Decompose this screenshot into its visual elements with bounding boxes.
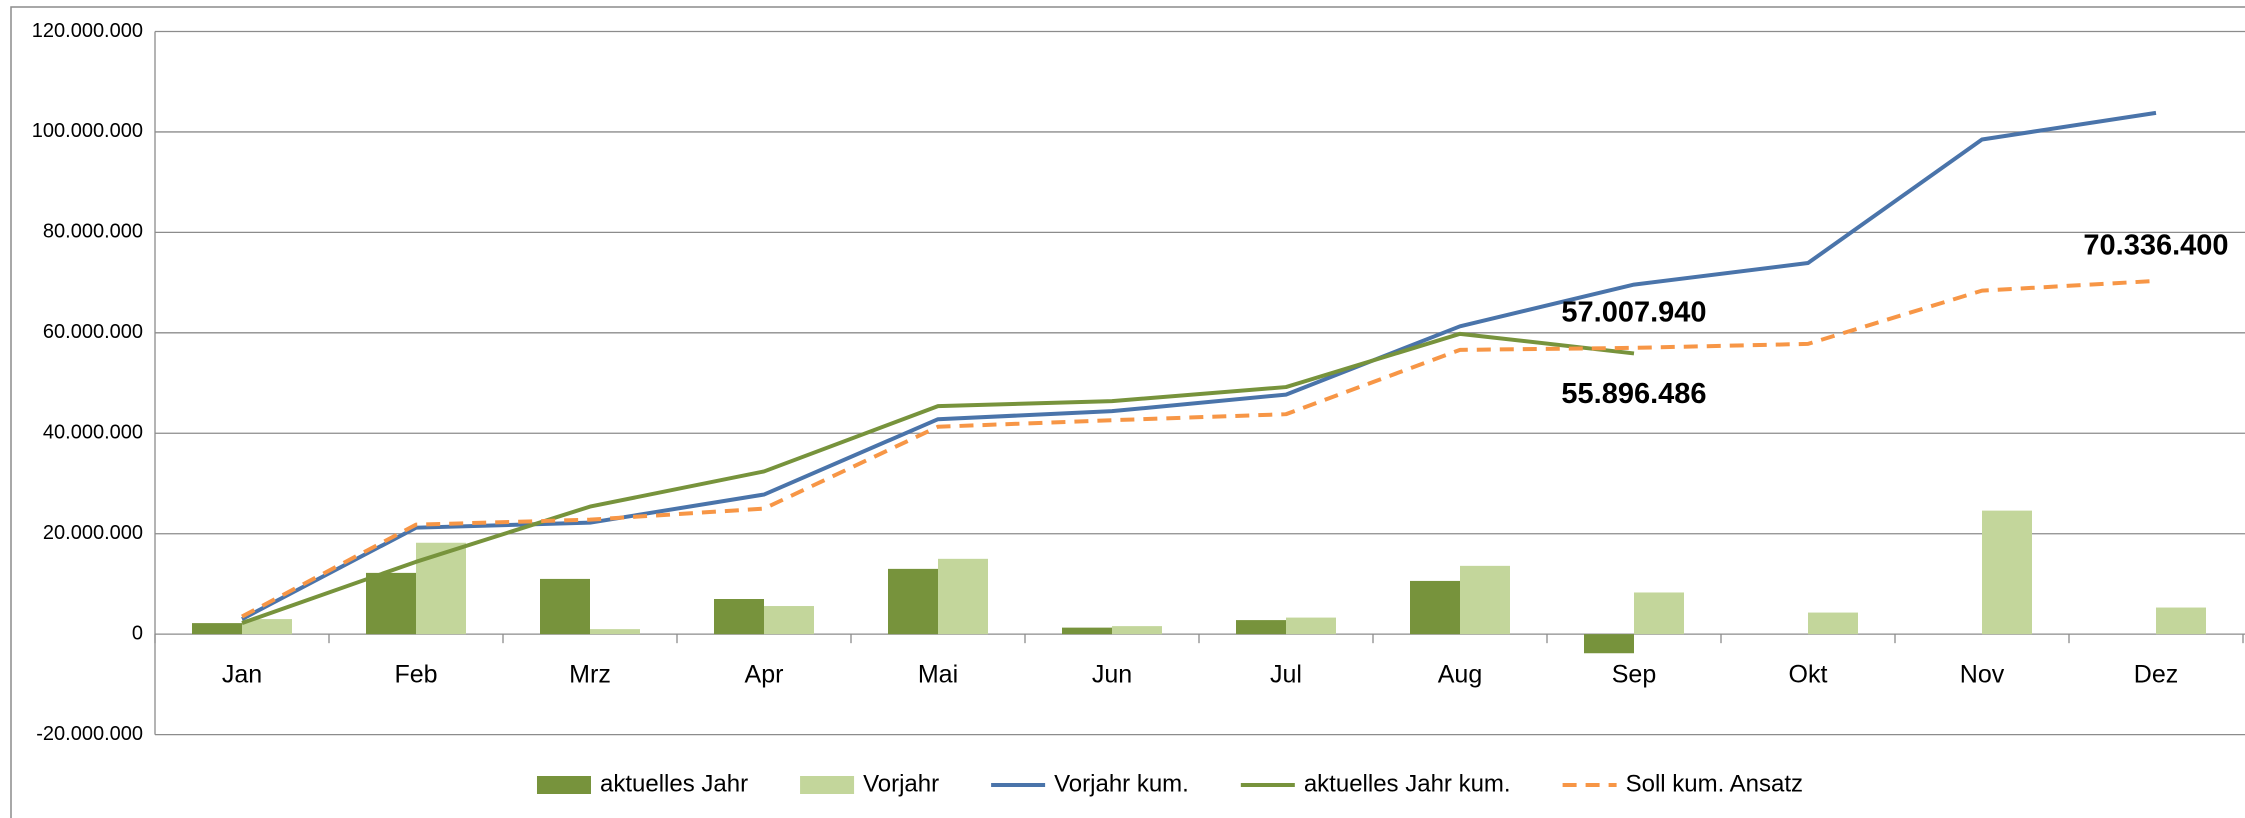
bar: [1236, 620, 1286, 635]
x-tick-label: Sep: [1612, 661, 1656, 689]
bar: [1808, 612, 1858, 635]
legend: aktuelles Jahr Vorjahr Vorjahr kum. aktuell…: [536, 770, 1803, 797]
bar: [714, 599, 764, 635]
bar: [764, 606, 814, 635]
bar: [1112, 626, 1162, 635]
bar: [590, 629, 640, 635]
chart-border: [10, 6, 2245, 818]
bar: [2156, 607, 2206, 635]
x-tick-label: Mai: [918, 661, 958, 689]
y-tick-label: 100.000.000: [32, 120, 143, 142]
data-label: 55.896.486: [1561, 378, 1706, 410]
x-tick-label: Aug: [1438, 661, 1482, 689]
legend-label: aktuelles Jahr: [600, 770, 748, 797]
y-tick-label: -20.000.000: [36, 723, 143, 745]
x-tick-label: Nov: [1960, 661, 2005, 689]
bar: [1982, 510, 2032, 635]
y-tick-label: 0: [132, 622, 143, 644]
x-tick-label: Apr: [745, 661, 784, 689]
data-label: 70.336.400: [2083, 230, 2228, 262]
x-tick-label: Mrz: [569, 661, 611, 689]
x-tick-label: Dez: [2134, 661, 2178, 689]
bar: [192, 623, 242, 635]
bar: [540, 578, 590, 635]
legend-swatch: [536, 776, 591, 794]
x-tick-label: Jul: [1270, 661, 1302, 689]
line-series: [241, 331, 1635, 625]
bar: [888, 568, 938, 635]
line-series: [241, 278, 2157, 619]
x-tick-label: Feb: [394, 661, 437, 689]
y-tick-label: 120.000.000: [32, 20, 143, 42]
legend-swatch: [800, 776, 855, 794]
bar: [242, 619, 292, 635]
legend-label: aktuelles Jahr kum.: [1304, 770, 1511, 797]
bar: [1634, 592, 1684, 635]
y-tick-label: 60.000.000: [43, 321, 143, 343]
legend-label: Soll kum. Ansatz: [1626, 770, 1803, 797]
x-tick-label: Okt: [1789, 661, 1828, 689]
bar: [1286, 617, 1336, 635]
bar: [1062, 627, 1112, 635]
legend-label: Vorjahr kum.: [1054, 770, 1189, 797]
data-label: 57.007.940: [1561, 297, 1706, 329]
y-tick-label: 20.000.000: [43, 522, 143, 544]
line-series: [241, 110, 2157, 621]
x-tick-label: Jun: [1092, 661, 1132, 689]
y-tick-label: 40.000.000: [43, 422, 143, 444]
bar: [416, 542, 466, 635]
y-tick-label: 80.000.000: [43, 221, 143, 243]
bar: [1584, 634, 1634, 654]
bar: [366, 572, 416, 635]
bar: [938, 558, 988, 635]
x-tick-label: Jan: [222, 661, 262, 689]
legend-label: Vorjahr: [863, 770, 939, 797]
bar: [1410, 580, 1460, 635]
bar: [1460, 565, 1510, 635]
